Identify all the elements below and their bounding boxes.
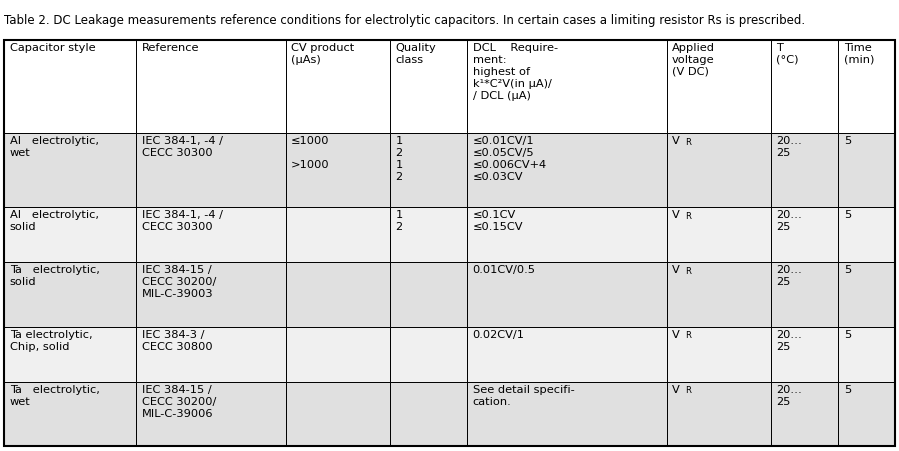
Bar (839, 327, 895, 382)
Bar (770, 40, 839, 133)
Bar (390, 327, 467, 382)
Text: V: V (672, 330, 680, 340)
Bar (667, 327, 770, 382)
Bar (467, 262, 667, 327)
Bar (4, 207, 137, 262)
Bar (4, 133, 137, 207)
Text: Table 2. DC Leakage measurements reference conditions for electrolytic capacitor: Table 2. DC Leakage measurements referen… (4, 14, 806, 27)
Bar (4, 382, 137, 446)
Bar (137, 327, 286, 382)
Text: See detail specifi-
cation.: See detail specifi- cation. (473, 385, 574, 407)
Text: IEC 384-1, -4 /
CECC 30300: IEC 384-1, -4 / CECC 30300 (142, 136, 223, 158)
Text: Time
(min): Time (min) (844, 42, 874, 64)
Bar (390, 262, 467, 327)
Text: R: R (685, 331, 690, 341)
Bar (137, 207, 286, 262)
Text: 1
2
1
2: 1 2 1 2 (396, 136, 403, 182)
Bar (137, 262, 286, 327)
Bar (467, 207, 667, 262)
Text: V: V (672, 385, 680, 395)
Text: V: V (672, 210, 680, 220)
Bar (667, 382, 770, 446)
Bar (4, 262, 137, 327)
Text: Quality
class: Quality class (396, 42, 436, 64)
Bar (467, 133, 667, 207)
Text: DCL    Require-
ment:
highest of
k¹*C²V(in μA)/
/ DCL (μA): DCL Require- ment: highest of k¹*C²V(in … (473, 42, 557, 101)
Text: R: R (685, 267, 690, 276)
Bar (4, 40, 137, 133)
Bar (839, 382, 895, 446)
Bar (667, 207, 770, 262)
Bar (390, 40, 467, 133)
Bar (467, 382, 667, 446)
Bar (770, 382, 839, 446)
Bar (286, 40, 390, 133)
Bar (390, 207, 467, 262)
Text: IEC 384-15 /
CECC 30200/
MIL-C-39006: IEC 384-15 / CECC 30200/ MIL-C-39006 (142, 385, 216, 419)
Text: 5: 5 (844, 136, 851, 146)
Bar (286, 262, 390, 327)
Text: 0.01CV/0.5: 0.01CV/0.5 (473, 265, 536, 275)
Text: R: R (685, 387, 690, 396)
Text: CV product
(μAs): CV product (μAs) (291, 42, 354, 64)
Text: 20…
25: 20… 25 (776, 265, 802, 287)
Bar (137, 382, 286, 446)
Bar (286, 207, 390, 262)
Bar (839, 207, 895, 262)
Text: V: V (672, 136, 680, 146)
Text: 5: 5 (844, 265, 851, 275)
Bar (667, 262, 770, 327)
Text: 1
2: 1 2 (396, 210, 403, 232)
Text: 20…
25: 20… 25 (776, 210, 802, 232)
Bar (390, 133, 467, 207)
Bar (467, 40, 667, 133)
Bar (839, 133, 895, 207)
Text: 0.02CV/1: 0.02CV/1 (473, 330, 525, 340)
Bar (286, 382, 390, 446)
Text: ≤0.01CV/1
≤0.05CV/5
≤0.006CV+4
≤0.03CV: ≤0.01CV/1 ≤0.05CV/5 ≤0.006CV+4 ≤0.03CV (473, 136, 547, 182)
Text: 20…
25: 20… 25 (776, 385, 802, 407)
Text: IEC 384-1, -4 /
CECC 30300: IEC 384-1, -4 / CECC 30300 (142, 210, 223, 232)
Text: Capacitor style: Capacitor style (10, 42, 95, 53)
Bar (467, 327, 667, 382)
Bar (839, 40, 895, 133)
Bar (667, 40, 770, 133)
Text: 5: 5 (844, 330, 851, 340)
Text: Applied
voltage
(V DC): Applied voltage (V DC) (672, 42, 715, 77)
Text: Al   electrolytic,
solid: Al electrolytic, solid (10, 210, 99, 232)
Text: IEC 384-3 /
CECC 30800: IEC 384-3 / CECC 30800 (142, 330, 212, 352)
Bar (137, 133, 286, 207)
Text: ≤1000

>1000: ≤1000 >1000 (291, 136, 330, 170)
Text: 5: 5 (844, 385, 851, 395)
Text: Ta   electrolytic,
solid: Ta electrolytic, solid (10, 265, 100, 287)
Text: Al   electrolytic,
wet: Al electrolytic, wet (10, 136, 99, 158)
Text: Ta electrolytic,
Chip, solid: Ta electrolytic, Chip, solid (10, 330, 93, 352)
Bar (4, 327, 137, 382)
Bar (770, 207, 839, 262)
Bar (137, 40, 286, 133)
Bar (770, 262, 839, 327)
Text: Ta   electrolytic,
wet: Ta electrolytic, wet (10, 385, 100, 407)
Text: T
(°C): T (°C) (776, 42, 798, 64)
Text: Reference: Reference (142, 42, 199, 53)
Bar (390, 382, 467, 446)
Bar (286, 327, 390, 382)
Text: IEC 384-15 /
CECC 30200/
MIL-C-39003: IEC 384-15 / CECC 30200/ MIL-C-39003 (142, 265, 216, 299)
Bar (839, 262, 895, 327)
Bar (770, 133, 839, 207)
Text: V: V (672, 265, 680, 275)
Text: R: R (685, 138, 690, 147)
Bar (286, 133, 390, 207)
Text: R: R (685, 212, 690, 221)
Text: ≤0.1CV
≤0.15CV: ≤0.1CV ≤0.15CV (473, 210, 523, 232)
Text: 5: 5 (844, 210, 851, 220)
Bar (770, 327, 839, 382)
Bar (667, 133, 770, 207)
Text: 20…
25: 20… 25 (776, 136, 802, 158)
Text: 20…
25: 20… 25 (776, 330, 802, 352)
